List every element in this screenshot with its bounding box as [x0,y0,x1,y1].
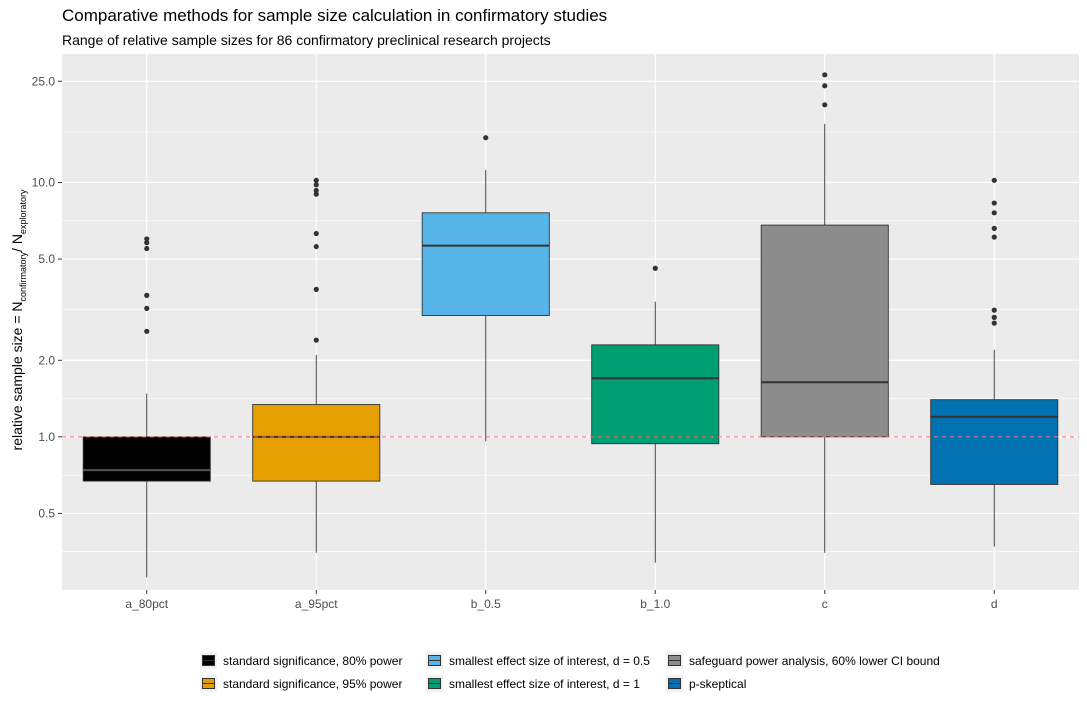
legend-item: smallest effect size of interest, d = 1 [426,675,640,692]
outlier-point [991,307,997,313]
outlier-point [652,265,658,271]
legend-swatch [202,678,215,689]
box-iqr [82,436,211,482]
legend-label: standard significance, 80% power [223,653,403,668]
legend-label: smallest effect size of interest, d = 1 [449,676,640,691]
box-a_80pct [82,236,211,578]
legend-key [426,675,443,692]
y-tick-label: 10.0 [32,175,56,189]
legend-key [426,652,443,669]
legend-label: safeguard power analysis, 60% lower CI b… [689,653,940,668]
y-tick-label: 5.0 [38,252,55,266]
outlier-point [313,230,319,237]
legend-item: standard significance, 80% power [200,652,402,669]
legend-item: standard significance, 95% power [200,675,402,692]
legend-swatch [428,678,441,689]
outlier-point [822,83,828,89]
y-tick-label: 1.0 [38,430,55,444]
outlier-point [313,243,319,250]
outlier-point [313,177,319,183]
legend-swatch [668,655,681,666]
outlier-point [313,182,319,188]
legend-item: safeguard power analysis, 60% lower CI b… [666,652,940,669]
outlier-point [313,337,319,343]
y-tick-label: 25.0 [32,74,56,88]
outlier-point [144,240,150,246]
outlier-point [991,210,997,216]
outlier-point [822,72,828,78]
legend-key [200,675,217,692]
box-iqr [252,404,381,482]
x-tick-label: c [822,597,828,611]
legend-key [200,652,217,669]
legend-label: p-skeptical [689,676,747,691]
y-axis-title: relative sample size = Nconfirmatory/ Ne… [9,189,28,450]
chart-subtitle: Range of relative sample sizes for 86 co… [62,32,551,48]
outlier-point [991,234,997,240]
outlier-point [991,314,997,320]
x-tick-label: b_0.5 [471,597,501,611]
outlier-point [991,177,997,183]
box-b_1.0 [591,265,720,563]
chart-title: Comparative methods for sample size calc… [62,6,608,25]
outlier-point [991,225,997,231]
legend-item: p-skeptical [666,675,746,692]
outlier-point [144,328,150,334]
y-tick-label: 2.0 [38,353,55,367]
x-tick-label: a_80pct [125,597,168,611]
legend-key [666,675,683,692]
box-iqr [760,224,889,438]
outlier-point [144,292,150,298]
outlier-point [144,305,150,311]
outlier-point [313,187,319,194]
outlier-point [991,320,997,326]
box-d [930,177,1059,547]
legend-key [666,652,683,669]
boxplot-chart: 0.5 1.0 2.0 5.0 10.0 25.0 a_80pct a_95pct b_0.5… [9,54,1079,611]
outlier-point [483,135,489,141]
y-tick-label: 0.5 [38,506,55,520]
box-a_95pct [252,177,381,553]
outlier-point [144,245,150,252]
plot-panel [62,54,1079,590]
box-iqr [930,399,1059,485]
legend-item: smallest effect size of interest, d = 0.… [426,652,650,669]
box-iqr [421,212,550,316]
outlier-point [822,102,828,108]
x-tick-label: b_1.0 [640,597,670,611]
x-tick-label: d [991,597,998,611]
box-b_0.5 [421,135,550,442]
outlier-point [991,200,997,206]
outlier-point [144,236,150,242]
legend-swatch [428,655,441,666]
outlier-point [313,191,319,197]
box-iqr [591,344,720,445]
outlier-point [313,286,319,292]
legend-swatch [668,678,681,689]
legend-swatch [202,655,215,666]
x-tick-label: a_95pct [295,597,338,611]
legend-label: standard significance, 95% power [223,676,403,691]
legend-label: smallest effect size of interest, d = 0.… [449,653,650,668]
